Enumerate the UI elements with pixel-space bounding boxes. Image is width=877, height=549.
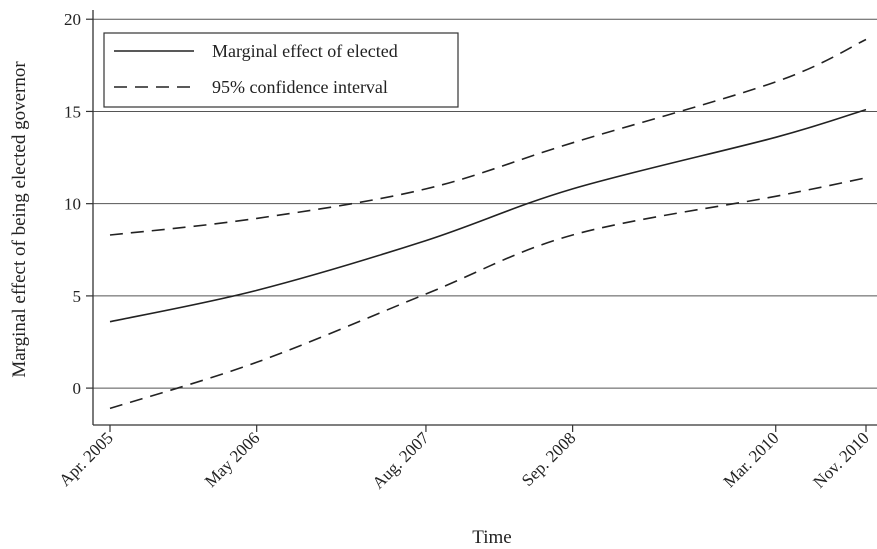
y-tick-label: 15 (64, 102, 81, 121)
legend: Marginal effect of elected 95% confidence… (103, 32, 459, 108)
y-axis-title: Marginal effect of being elected governo… (9, 61, 30, 378)
y-tick-label: 20 (64, 10, 81, 29)
gridlines (93, 18, 877, 389)
y-tick-label: 5 (73, 287, 82, 306)
series-lines (109, 38, 867, 410)
x-tick-label: Aug. 2007 (369, 428, 434, 493)
x-tick-label: Mar. 2010 (720, 428, 783, 491)
legend-label: 95% confidence interval (212, 77, 388, 97)
x-tick-label: May 2006 (201, 428, 264, 491)
legend-box (103, 32, 459, 108)
x-tick-label: Sep. 2008 (518, 428, 580, 490)
x-tick-label: Nov. 2010 (809, 428, 872, 491)
legend-label: Marginal effect of elected (212, 41, 398, 61)
x-axis-title: Time (472, 527, 511, 548)
ci-upper-line (109, 38, 867, 236)
ci-lower-line (109, 177, 867, 410)
y-tick-label: 0 (73, 379, 82, 398)
marginal-effect-line (109, 108, 867, 323)
x-tick-label: Apr. 2005 (55, 428, 117, 490)
y-tick-label: 10 (64, 195, 81, 214)
